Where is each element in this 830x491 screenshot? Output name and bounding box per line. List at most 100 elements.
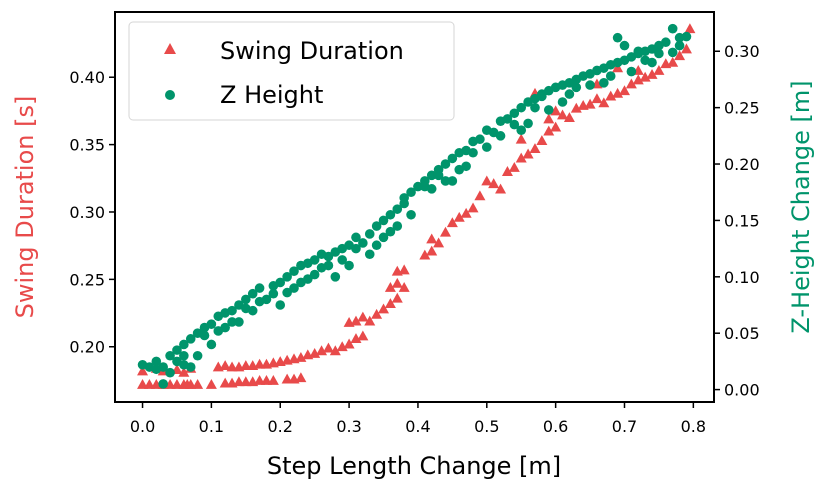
- z-height-point: [605, 71, 616, 81]
- x-tick-label: 0.6: [543, 417, 568, 436]
- z-height-point: [179, 339, 189, 350]
- x-tick-label: 0.1: [199, 417, 224, 436]
- swing-duration-point: [612, 87, 624, 98]
- y-right-tick-label: 0.00: [724, 381, 760, 400]
- y-left-tick-label: 0.25: [69, 270, 105, 289]
- x-tick-label: 0.5: [474, 417, 499, 436]
- swing-duration-point: [680, 43, 692, 54]
- z-height-point: [516, 102, 527, 113]
- y-right-tick-label: 0.15: [724, 211, 760, 230]
- swing-duration-point: [398, 281, 410, 292]
- z-height-point: [413, 181, 423, 192]
- swing-duration-point: [598, 97, 610, 108]
- z-height-point: [337, 255, 348, 265]
- z-height-point: [358, 238, 368, 248]
- z-height-point: [502, 114, 513, 124]
- swing-duration-point: [350, 315, 362, 326]
- swing-duration-point: [591, 93, 603, 104]
- swing-duration-point: [563, 112, 575, 123]
- y-axis-right-title: Z-Height Change [m]: [787, 80, 815, 333]
- z-height-point: [681, 31, 692, 42]
- z-height-point: [495, 131, 506, 141]
- z-height-point: [661, 37, 671, 48]
- z-height-point: [316, 262, 327, 273]
- swing-duration-point: [515, 133, 527, 144]
- swing-duration-point: [343, 338, 355, 349]
- z-height-point: [599, 78, 609, 88]
- swing-duration-point: [618, 85, 630, 96]
- swing-duration-point: [295, 352, 307, 362]
- z-height-point: [351, 232, 361, 243]
- swing-duration-point: [398, 264, 410, 275]
- z-height-point: [309, 255, 320, 265]
- legend-label-swing-duration: Swing Duration: [220, 37, 404, 65]
- swing-duration-point: [143, 378, 155, 389]
- swing-duration-point: [467, 202, 479, 213]
- swing-duration-point: [391, 292, 403, 303]
- z-height-point: [468, 147, 478, 158]
- z-height-point: [640, 55, 650, 66]
- z-height-point: [289, 266, 299, 276]
- z-height-point: [378, 232, 389, 243]
- legend-triangle-marker: [164, 43, 176, 54]
- z-height-point: [626, 66, 637, 77]
- z-height-point: [447, 176, 458, 186]
- swing-duration-point: [446, 217, 458, 228]
- z-height-point: [433, 170, 444, 181]
- z-height-point: [557, 97, 568, 107]
- y-left-tick-label: 0.20: [69, 338, 105, 357]
- swing-duration-point: [171, 378, 183, 389]
- z-height-point: [585, 80, 595, 90]
- y-axis-right: 0.00 0.05 0.10 0.15 0.20 0.25 0.30: [714, 42, 760, 400]
- z-height-point: [165, 350, 175, 361]
- z-height-point: [426, 184, 437, 194]
- x-tick-label: 0.2: [268, 417, 293, 436]
- z-height-point: [378, 215, 389, 226]
- swing-duration-point: [550, 121, 562, 132]
- legend-box: [128, 21, 455, 121]
- swing-duration-point: [460, 207, 472, 218]
- swing-duration-point: [150, 378, 162, 389]
- z-height-point: [206, 339, 217, 350]
- legend: Swing Duration Z Height: [128, 21, 455, 121]
- swing-duration-point: [205, 378, 217, 389]
- swing-duration-point: [543, 113, 555, 124]
- swing-duration-point: [426, 245, 438, 256]
- swing-duration-point: [295, 372, 307, 383]
- z-height-point: [633, 46, 644, 57]
- z-height-point: [206, 319, 217, 329]
- series-swing-duration: [137, 23, 696, 389]
- y-right-tick-label: 0.25: [724, 99, 760, 118]
- swing-duration-point: [453, 211, 465, 222]
- z-height-point: [516, 125, 527, 135]
- z-height-point: [537, 91, 547, 102]
- z-height-point: [254, 296, 265, 307]
- z-height-point: [227, 317, 237, 327]
- plot-area: [137, 23, 696, 389]
- z-height-point: [371, 221, 382, 231]
- swing-duration-point: [543, 125, 555, 136]
- z-height-point: [234, 317, 244, 327]
- swing-duration-point: [219, 377, 231, 388]
- z-height-point: [227, 305, 237, 316]
- z-height-point: [364, 249, 375, 260]
- swing-duration-point: [254, 374, 266, 385]
- series-z-height: [137, 23, 692, 389]
- swing-duration-point: [192, 378, 204, 389]
- z-height-point: [302, 274, 313, 284]
- z-height-point: [440, 176, 451, 186]
- x-tick-label: 0.4: [405, 417, 430, 436]
- z-height-point: [392, 204, 403, 214]
- z-height-point: [241, 294, 251, 305]
- z-height-point: [674, 40, 685, 51]
- z-height-point: [654, 48, 664, 59]
- swing-duration-point: [488, 178, 500, 189]
- z-height-point: [309, 269, 320, 280]
- y-right-tick-label: 0.30: [724, 42, 760, 61]
- swing-duration-point: [371, 308, 383, 319]
- swing-duration-point: [557, 109, 569, 120]
- z-height-point: [509, 119, 520, 130]
- swing-duration-point: [632, 74, 644, 85]
- swing-duration-point: [137, 365, 149, 376]
